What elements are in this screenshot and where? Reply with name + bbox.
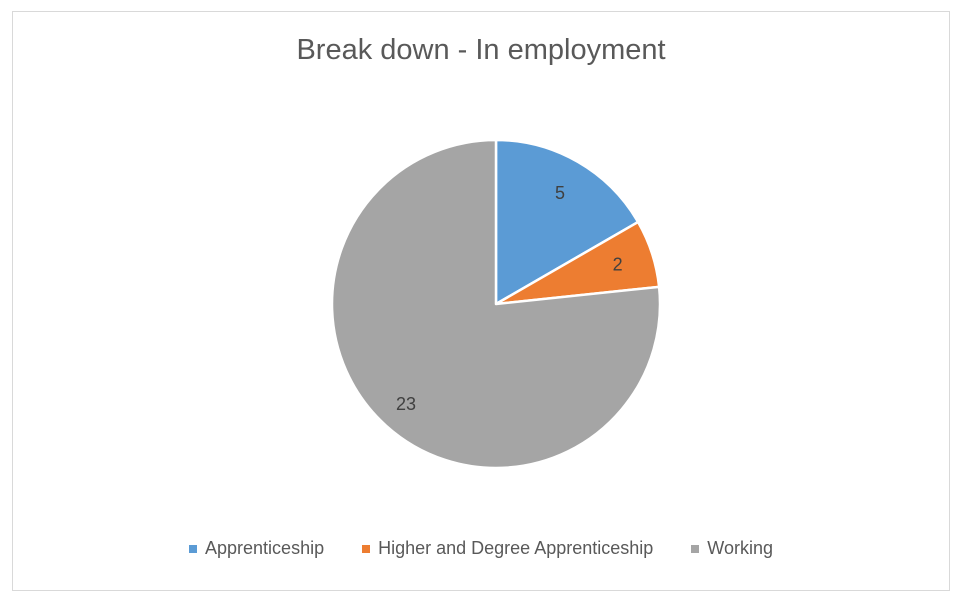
legend: Apprenticeship Higher and Degree Apprent…: [0, 538, 962, 559]
data-label-working: 23: [396, 394, 416, 414]
pie-slice-working: [330, 138, 662, 470]
pie-slice-apprenticeship: [494, 138, 640, 306]
data-label-higher-and-degree-apprenticeship: 2: [613, 254, 623, 274]
legend-item-apprenticeship: Apprenticeship: [189, 538, 324, 559]
legend-label-working: Working: [707, 538, 773, 558]
chart-title: Break down - In employment: [296, 34, 666, 66]
legend-swatch-apprenticeship: [189, 544, 198, 553]
legend-swatch-higher-and-degree-apprenticeship: [362, 544, 371, 553]
legend-label-higher-and-degree-apprenticeship: Higher and Degree Apprenticeship: [378, 538, 654, 558]
legend-item-working: Working: [691, 538, 773, 559]
data-label-apprenticeship: 5: [555, 183, 565, 203]
legend-item-higher-and-degree-apprenticeship: Higher and Degree Apprenticeship: [362, 538, 653, 559]
legend-label-apprenticeship: Apprenticeship: [205, 538, 325, 558]
legend-swatch-working: [691, 544, 700, 553]
